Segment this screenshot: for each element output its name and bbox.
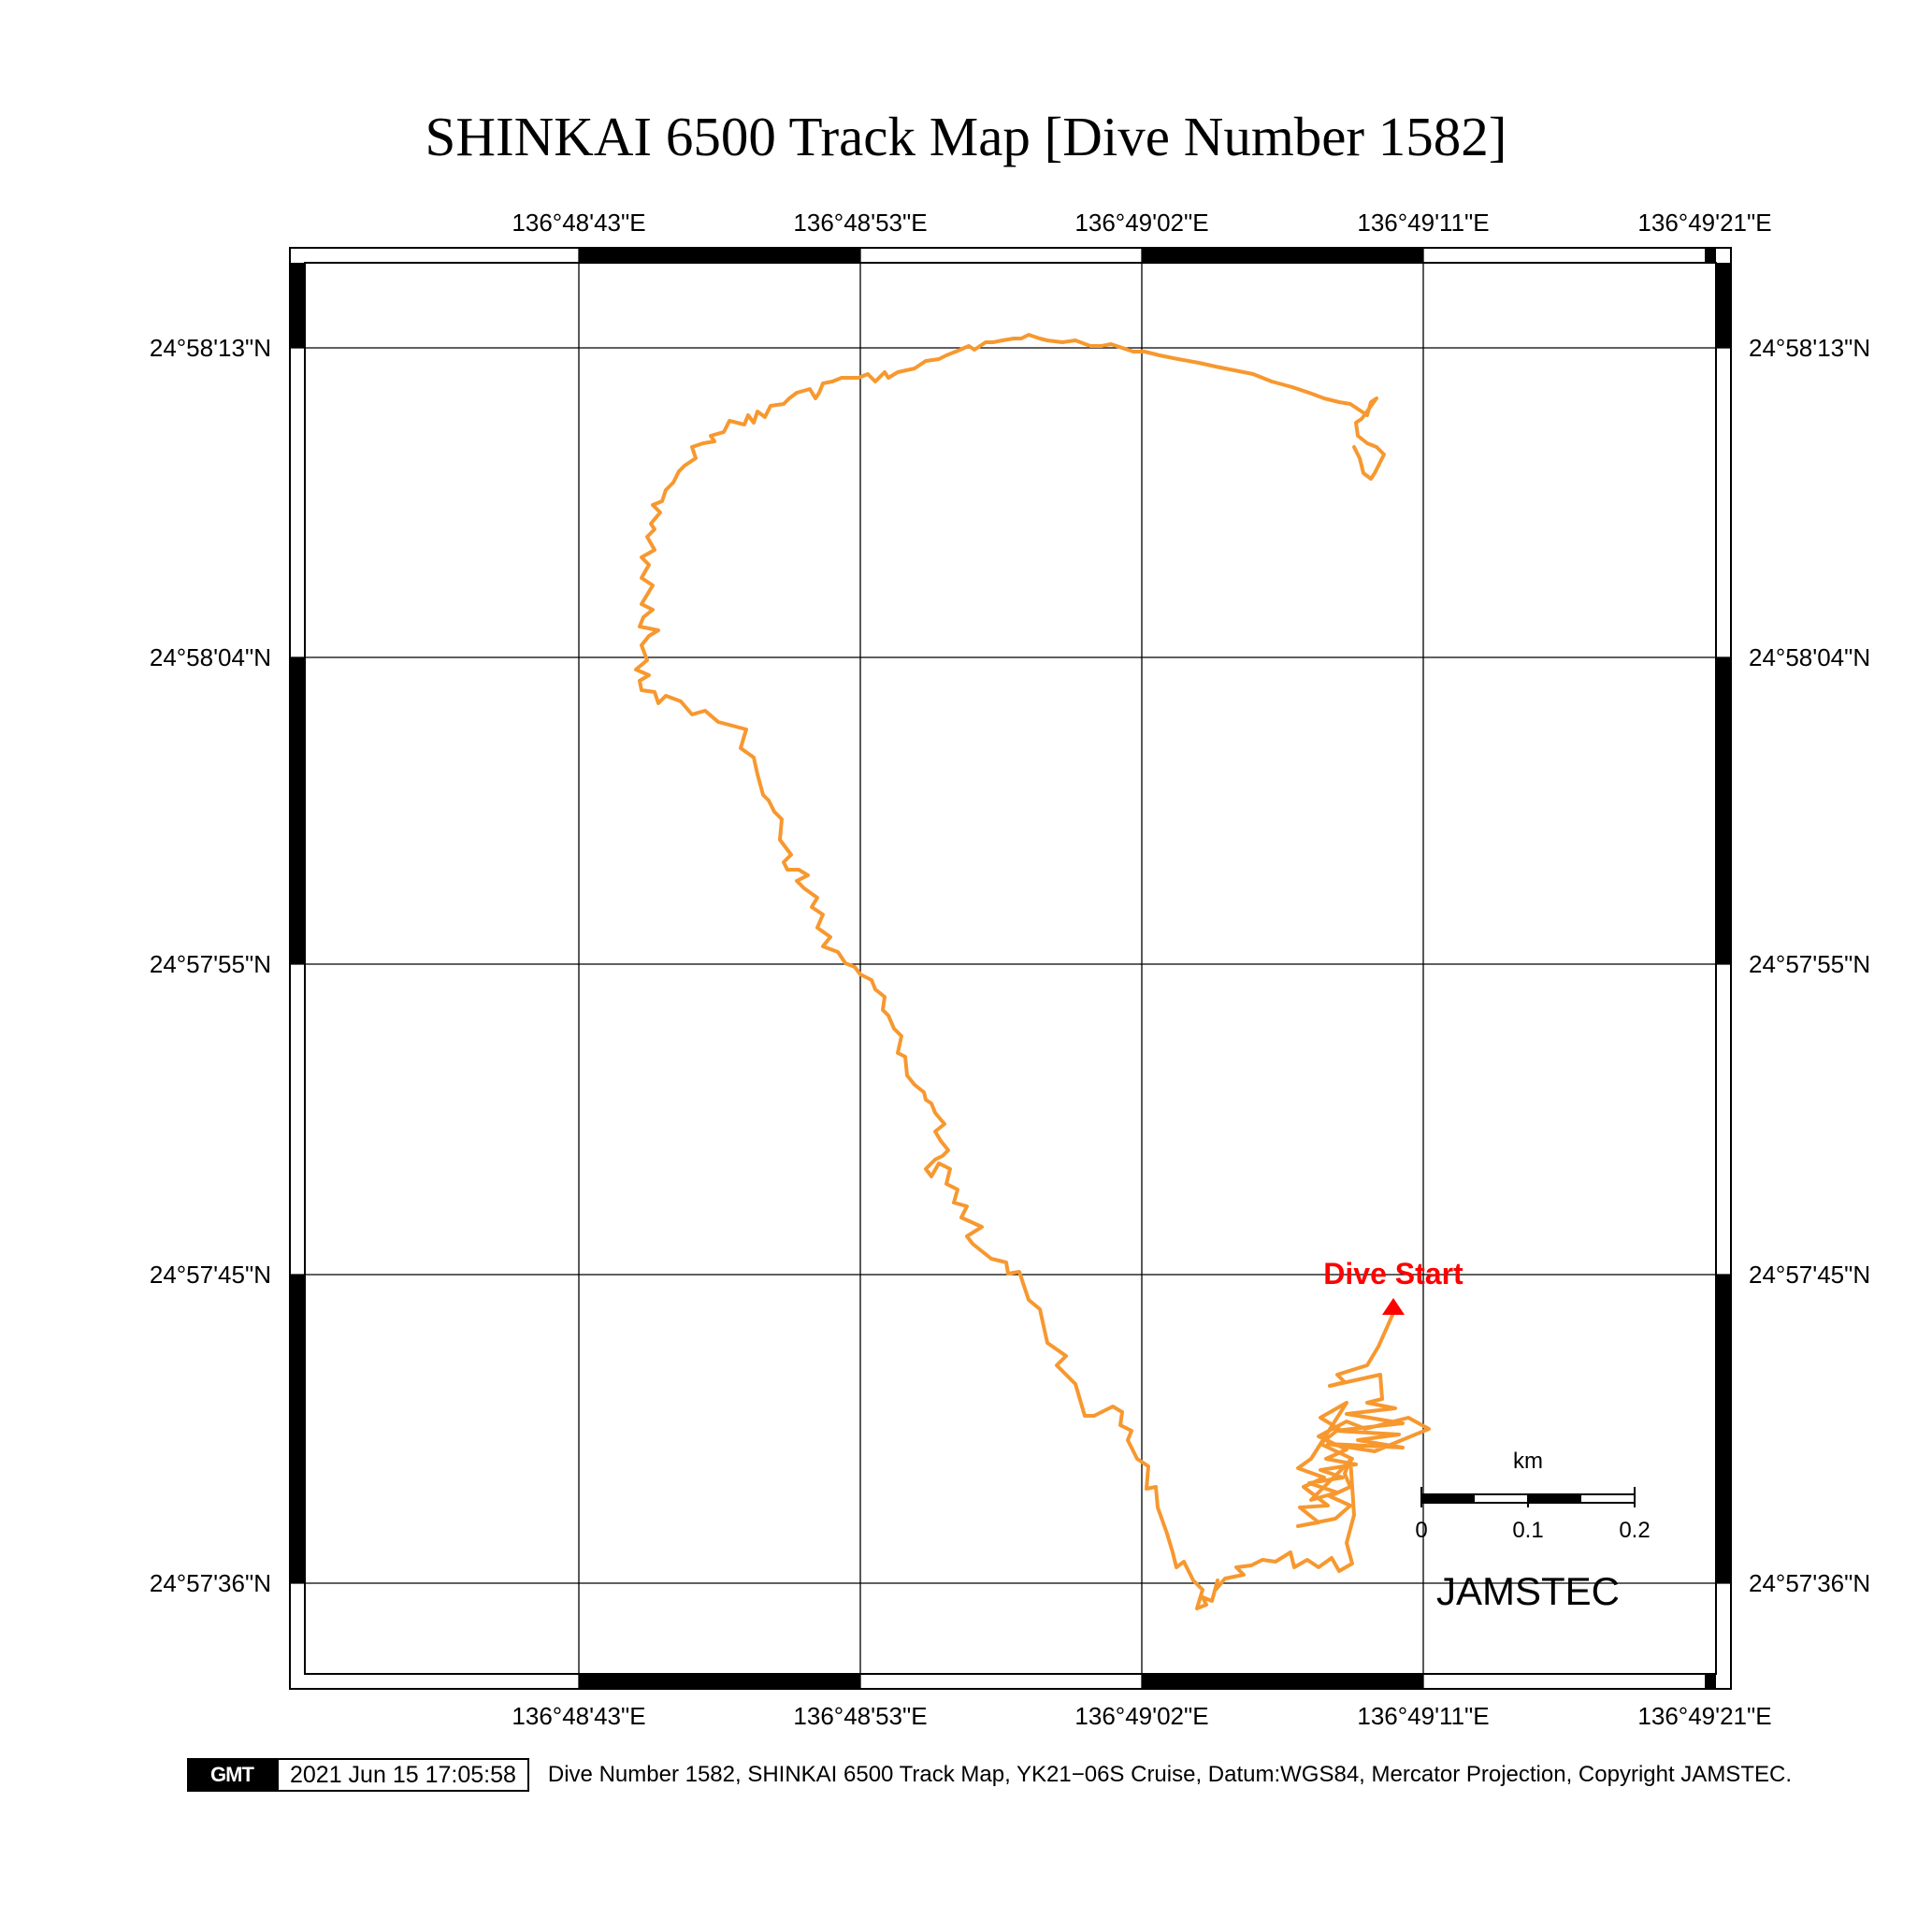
map-footer: GMT 2021 Jun 15 17:05:58 Dive Number 158…	[187, 1758, 1792, 1792]
lat-label: 24°57'45"N	[150, 1261, 271, 1289]
lat-label: 24°58'04"N	[150, 643, 271, 671]
lat-label: 24°57'55"N	[1749, 950, 1870, 978]
lat-label: 24°57'36"N	[1749, 1569, 1870, 1597]
scale-bar: km 0 0.1 0.2	[1415, 1449, 1650, 1543]
lon-label: 136°49'11"E	[1357, 1702, 1489, 1730]
lat-label: 24°57'36"N	[150, 1569, 271, 1597]
lon-label: 136°49'02"E	[1074, 209, 1208, 237]
lon-label: 136°49'11"E	[1357, 209, 1489, 237]
lon-label: 136°48'53"E	[793, 1702, 927, 1730]
map-title: SHINKAI 6500 Track Map [Dive Number 1582…	[425, 106, 1507, 167]
scale-unit: km	[1513, 1449, 1543, 1474]
map-frame	[289, 247, 1732, 1690]
lon-label: 136°49'21"E	[1637, 209, 1771, 237]
dive-track	[634, 333, 1431, 1610]
map-caption: Dive Number 1582, SHINKAI 6500 Track Map…	[547, 1762, 1792, 1787]
lat-label: 24°57'45"N	[1749, 1261, 1870, 1289]
scale-tick-label: 0.2	[1619, 1518, 1650, 1543]
lat-label: 24°58'13"N	[150, 334, 271, 362]
lon-label: 136°48'43"E	[512, 209, 645, 237]
scale-tick-label: 0	[1415, 1518, 1427, 1543]
agency-label: JAMSTEC	[1436, 1569, 1620, 1613]
lat-label: 24°58'13"N	[1749, 334, 1870, 362]
lat-label: 24°57'55"N	[150, 950, 271, 978]
lon-label: 136°49'02"E	[1074, 1702, 1208, 1730]
scale-tick-label: 0.1	[1512, 1518, 1543, 1543]
lon-labels-top: 136°48'43"E 136°48'53"E 136°49'02"E 136°…	[512, 209, 1771, 237]
graticule	[290, 248, 1731, 1689]
dive-start-label: Dive Start	[1323, 1257, 1463, 1290]
lon-label: 136°48'43"E	[512, 1702, 645, 1730]
lat-label: 24°58'04"N	[1749, 643, 1870, 671]
lat-labels-right: 24°58'13"N 24°58'04"N 24°57'55"N 24°57'4…	[1749, 334, 1870, 1597]
lon-label: 136°49'21"E	[1637, 1702, 1771, 1730]
timestamp: 2021 Jun 15 17:05:58	[277, 1758, 529, 1792]
dive-start-marker	[1382, 1298, 1405, 1315]
lat-labels-left: 24°58'13"N 24°58'04"N 24°57'55"N 24°57'4…	[150, 334, 271, 1597]
lon-labels-bottom: 136°48'43"E 136°48'53"E 136°49'02"E 136°…	[512, 1702, 1771, 1730]
lon-label: 136°48'53"E	[793, 209, 927, 237]
gmt-logo: GMT	[187, 1758, 277, 1792]
